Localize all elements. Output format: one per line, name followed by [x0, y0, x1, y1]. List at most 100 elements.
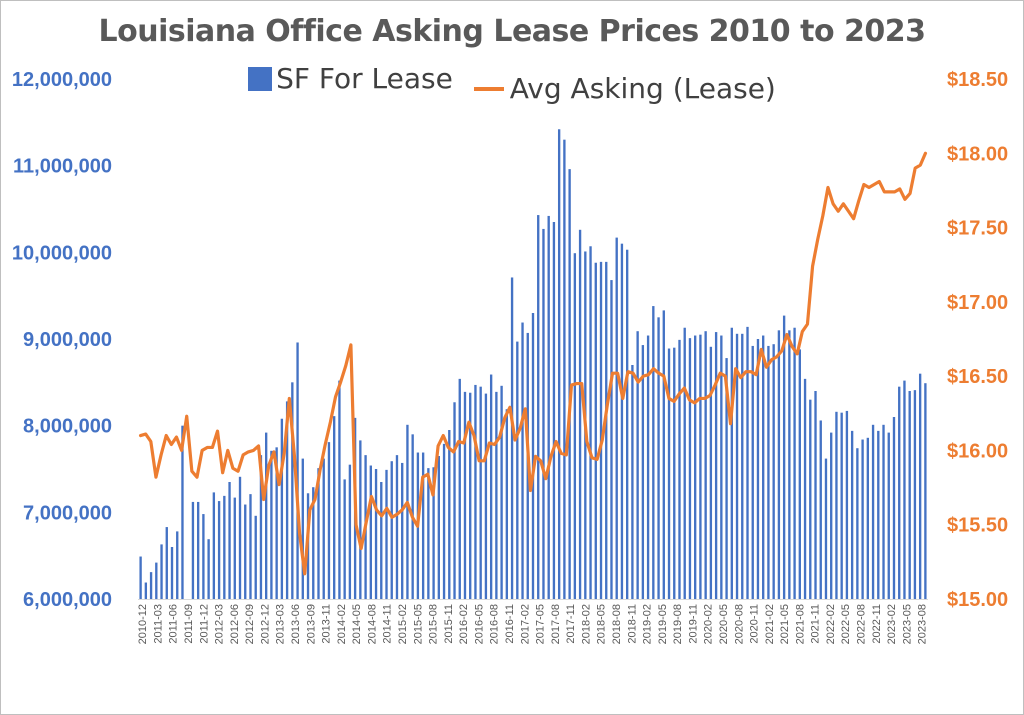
- y-right-tick-label: $15.00: [947, 589, 1008, 611]
- x-tick-label: 2021-05: [779, 604, 791, 644]
- x-tick-label: 2015-05: [412, 604, 424, 644]
- x-tick-label: 2012-06: [229, 604, 241, 644]
- bar: [442, 443, 446, 599]
- x-tick-label: 2019-02: [642, 604, 654, 644]
- bar: [798, 349, 801, 599]
- bar: [694, 335, 697, 599]
- bar: [573, 253, 577, 599]
- bar: [374, 469, 378, 599]
- bar: [756, 339, 760, 599]
- bar: [552, 222, 556, 599]
- bar: [207, 539, 210, 599]
- x-tick-label: 2020-05: [718, 604, 730, 644]
- x-tick-label: 2014-08: [366, 604, 378, 644]
- bar: [688, 338, 692, 599]
- bar: [898, 386, 901, 599]
- x-tick-label: 2016-05: [473, 604, 485, 644]
- bar: [599, 261, 603, 599]
- bar: [401, 462, 404, 599]
- x-tick-label: 2019-11: [687, 604, 699, 644]
- x-tick-label: 2023-08: [917, 604, 929, 644]
- bar: [312, 487, 315, 599]
- bar: [636, 331, 639, 599]
- bar: [589, 246, 592, 599]
- bar: [265, 432, 268, 599]
- x-tick-label: 2017-08: [550, 604, 562, 644]
- x-tick-label: 2012-09: [244, 604, 256, 644]
- x-tick-label: 2019-08: [672, 604, 684, 644]
- bar: [819, 420, 822, 599]
- bar: [500, 385, 503, 599]
- bar: [453, 402, 456, 599]
- bar: [683, 327, 686, 599]
- bar: [484, 393, 488, 599]
- bar: [662, 310, 665, 599]
- bar: [709, 346, 713, 599]
- bar: [594, 262, 597, 599]
- legend-swatch-bars: [248, 66, 273, 91]
- bar: [233, 497, 236, 599]
- bar: [641, 345, 645, 599]
- y-right-tick-label: $16.00: [947, 440, 1008, 462]
- y-left-tick-label: 11,000,000: [13, 156, 112, 178]
- bar: [824, 458, 828, 599]
- bar: [144, 582, 148, 599]
- bar: [850, 430, 854, 599]
- bar: [610, 280, 613, 599]
- bar: [259, 455, 263, 599]
- bar: [338, 380, 341, 599]
- bar: [448, 430, 451, 599]
- legend-label-bars: SF For Lease: [276, 62, 453, 95]
- bar: [160, 544, 163, 599]
- bar: [474, 384, 477, 599]
- bar: [244, 504, 247, 599]
- bar: [275, 447, 278, 599]
- bar: [809, 399, 812, 599]
- bar: [772, 344, 775, 599]
- x-tick-label: 2012-12: [259, 604, 271, 644]
- bar: [322, 458, 325, 599]
- bar: [830, 432, 833, 599]
- y-left-tick-label: 6,000,000: [23, 589, 112, 611]
- bar: [390, 461, 393, 599]
- legend-entry-line: Avg Asking (Lease): [473, 72, 776, 105]
- bar: [521, 322, 524, 599]
- bar: [489, 374, 493, 599]
- bar: [547, 215, 550, 599]
- y-left-tick-label: 7,000,000: [23, 502, 112, 524]
- x-tick-label: 2014-05: [351, 604, 363, 644]
- bar: [280, 418, 284, 599]
- x-tick-label: 2013-09: [305, 604, 317, 644]
- bar: [782, 315, 786, 599]
- bar: [228, 482, 231, 599]
- x-tick-label: 2022-05: [840, 604, 852, 644]
- bar: [918, 373, 922, 599]
- bar: [223, 495, 226, 599]
- y-left-tick-label: 8,000,000: [23, 416, 112, 438]
- y-right-tick-label: $15.50: [947, 515, 1008, 537]
- bar: [333, 416, 336, 599]
- x-tick-label: 2016-08: [489, 604, 501, 644]
- bar: [678, 339, 681, 599]
- bar: [359, 440, 362, 599]
- x-tick-label: 2016-02: [458, 604, 470, 644]
- legend-label-line: Avg Asking (Lease): [509, 72, 776, 105]
- x-tick-label: 2015-02: [397, 604, 409, 644]
- y-left-tick-label: 10,000,000: [12, 242, 112, 264]
- bar: [212, 492, 216, 599]
- x-tick-label: 2011-06: [168, 604, 180, 644]
- bar: [913, 390, 917, 599]
- x-tick-label: 2012-03: [214, 604, 226, 644]
- bar: [301, 458, 304, 599]
- bar: [777, 330, 781, 599]
- bar: [196, 501, 200, 599]
- bar: [458, 378, 461, 599]
- chart-title: Louisiana Office Asking Lease Prices 201…: [98, 14, 926, 49]
- bar: [814, 391, 817, 599]
- x-tick-label: 2017-05: [535, 604, 547, 644]
- bar: [139, 556, 142, 599]
- bar: [882, 424, 885, 599]
- y-left-tick-label: 12,000,000: [12, 69, 112, 91]
- x-tick-label: 2014-11: [382, 604, 394, 644]
- x-tick-label: 2011-03: [152, 604, 164, 644]
